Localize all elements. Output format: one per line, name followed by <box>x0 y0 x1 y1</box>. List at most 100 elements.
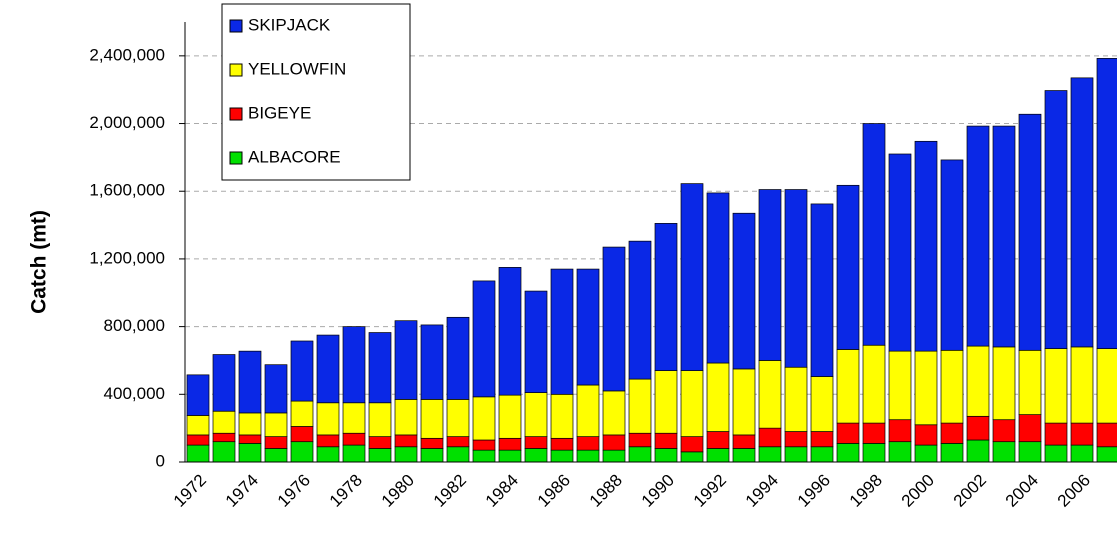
bar-segment <box>368 436 392 449</box>
x-tick-label: 1988 <box>586 471 626 511</box>
bar-segment <box>264 436 288 449</box>
bar-segment <box>576 268 600 386</box>
bar-segment <box>576 449 600 463</box>
x-tick-label: 2002 <box>950 471 990 511</box>
bar-segment <box>1018 441 1042 463</box>
y-tick-label: 0 <box>156 451 165 470</box>
x-tick-label: 1986 <box>534 471 574 511</box>
bar-segment <box>758 360 782 429</box>
x-tick-label: 1998 <box>846 471 886 511</box>
bar-segment <box>342 444 366 463</box>
bar-segment <box>472 396 496 441</box>
legend-swatch <box>229 151 243 165</box>
bar-segment <box>1070 444 1094 463</box>
x-tick-label: 1976 <box>274 471 314 511</box>
bar-segment <box>914 140 938 352</box>
legend-swatch <box>229 107 243 121</box>
bar-segment <box>446 436 470 448</box>
bar-segment <box>836 422 860 444</box>
x-tick-label: 1978 <box>326 471 366 511</box>
bar-segment <box>1018 349 1042 415</box>
bar-segment <box>342 326 366 404</box>
bar-segment <box>1070 422 1094 446</box>
bar-segment <box>836 184 860 350</box>
bar-segment <box>446 399 470 437</box>
bar-segment <box>238 434 262 444</box>
bar-segment <box>758 189 782 361</box>
bar-segment <box>290 426 314 443</box>
bar-segment <box>706 192 730 364</box>
bar-segment <box>706 431 730 449</box>
x-tick-label: 2004 <box>1002 471 1042 511</box>
bar-segment <box>862 344 886 424</box>
bar-segment <box>550 449 574 463</box>
bar-segment <box>940 422 964 444</box>
bar-segment <box>810 431 834 448</box>
bar-segment <box>524 448 548 463</box>
bar-segment <box>368 402 392 437</box>
bar-segment <box>706 362 730 432</box>
bar-segment <box>654 223 678 371</box>
legend-label: BIGEYE <box>248 103 311 122</box>
bar-segment <box>680 370 704 437</box>
bar-segment <box>420 448 444 463</box>
legend-swatch <box>229 19 243 33</box>
bar-segment <box>550 268 574 395</box>
bar-segment <box>810 203 834 377</box>
bar-segment <box>498 449 522 463</box>
legend-label: SKIPJACK <box>248 15 331 34</box>
bar-segment <box>212 432 236 443</box>
bar-segment <box>680 451 704 463</box>
bar-segment <box>654 448 678 463</box>
legend-label: ALBACORE <box>248 147 341 166</box>
bar-segment <box>602 449 626 463</box>
bar-segment <box>888 350 912 421</box>
bar-segment <box>940 349 964 424</box>
bar-segment <box>966 345 990 417</box>
legend-box <box>221 3 411 181</box>
bar-segment <box>888 153 912 352</box>
bar-segment <box>862 443 886 463</box>
y-tick-label: 2,400,000 <box>89 45 165 64</box>
bar-segment <box>732 212 756 370</box>
bar-segment <box>836 349 860 424</box>
y-tick-label: 400,000 <box>104 384 165 403</box>
bar-segment <box>654 432 678 449</box>
bar-segment <box>628 446 652 463</box>
bar-segment <box>394 446 418 463</box>
bar-segment <box>316 446 340 463</box>
bar-segment <box>446 446 470 463</box>
x-tick-label: 1984 <box>482 471 522 511</box>
bar-segment <box>1044 422 1068 446</box>
legend-label: YELLOWFIN <box>248 59 346 78</box>
x-tick-label: 1980 <box>378 471 418 511</box>
bar-segment <box>498 437 522 451</box>
bar-segment <box>576 384 600 437</box>
bar-segment <box>1070 346 1094 424</box>
bar-segment <box>914 424 938 446</box>
bar-segment <box>732 434 756 449</box>
x-tick-label: 1974 <box>222 471 262 511</box>
bar-segment <box>186 444 210 463</box>
bar-segment <box>264 412 288 437</box>
bar-segment <box>524 436 548 449</box>
bar-segment <box>602 434 626 451</box>
bar-segment <box>212 441 236 463</box>
bar-segment <box>966 439 990 463</box>
bar-segment <box>680 183 704 371</box>
bar-segment <box>290 441 314 463</box>
bar-segment <box>940 443 964 463</box>
y-tick-label: 1,600,000 <box>89 181 165 200</box>
bar-segment <box>420 399 444 439</box>
bar-segment <box>862 123 886 346</box>
bar-segment <box>472 280 496 398</box>
bar-segment <box>1044 90 1068 349</box>
bar-segment <box>368 448 392 463</box>
bar-segment <box>212 354 236 412</box>
bar-segment <box>628 378 652 434</box>
bar-segment <box>888 441 912 463</box>
bar-segment <box>732 368 756 436</box>
bar-segment <box>290 340 314 402</box>
y-tick-label: 1,200,000 <box>89 248 165 267</box>
